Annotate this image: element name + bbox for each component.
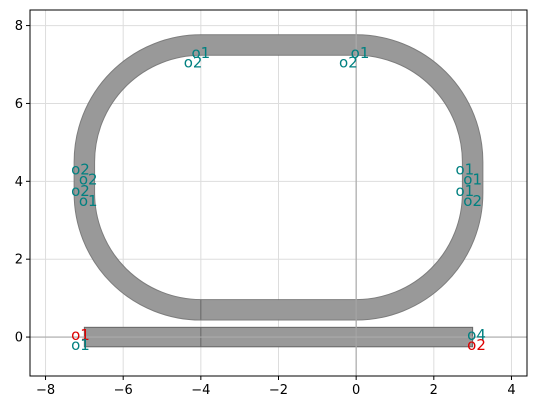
x-tick-label-3: −2 <box>269 383 288 398</box>
x-tick-label-0: −8 <box>36 383 55 398</box>
port-label-15: o2 <box>339 54 358 72</box>
port-label-5: o2 <box>79 170 98 188</box>
port-label-9: o1 <box>463 170 482 188</box>
port-label-2: o4 <box>467 326 486 344</box>
y-tick-label-4: 8 <box>15 19 23 34</box>
grid-lines <box>30 10 527 376</box>
axis-ticks: −8 −6 −4 −2 0 2 4 0 2 4 6 8 <box>15 19 516 398</box>
x-tick-label-2: −4 <box>191 383 210 398</box>
port-label-7: o1 <box>79 192 98 210</box>
y-tick-label-1: 2 <box>15 253 23 268</box>
y-tick-label-2: 4 <box>15 175 23 190</box>
x-tick-label-1: −6 <box>114 383 133 398</box>
y-tick-label-0: 0 <box>15 331 23 346</box>
port-label-4: o2 <box>71 161 90 179</box>
port-label-11: o2 <box>463 192 482 210</box>
zero-axis-lines <box>30 10 527 376</box>
port-label-6: o2 <box>71 182 90 200</box>
port-label-1: o1 <box>71 336 90 354</box>
port-label-8: o1 <box>456 161 475 179</box>
port-label-14: o1 <box>351 44 370 62</box>
x-tick-label-4: 0 <box>352 383 360 398</box>
port-label-0: o1 <box>71 326 90 344</box>
port-label-13: o2 <box>184 54 203 72</box>
y-tick-label-3: 6 <box>15 97 23 112</box>
port-label-12: o1 <box>191 44 210 62</box>
x-tick-label-5: 2 <box>430 383 438 398</box>
port-label-3: o2 <box>467 336 486 354</box>
port-label-10: o1 <box>456 182 475 200</box>
x-tick-label-6: 4 <box>507 383 515 398</box>
